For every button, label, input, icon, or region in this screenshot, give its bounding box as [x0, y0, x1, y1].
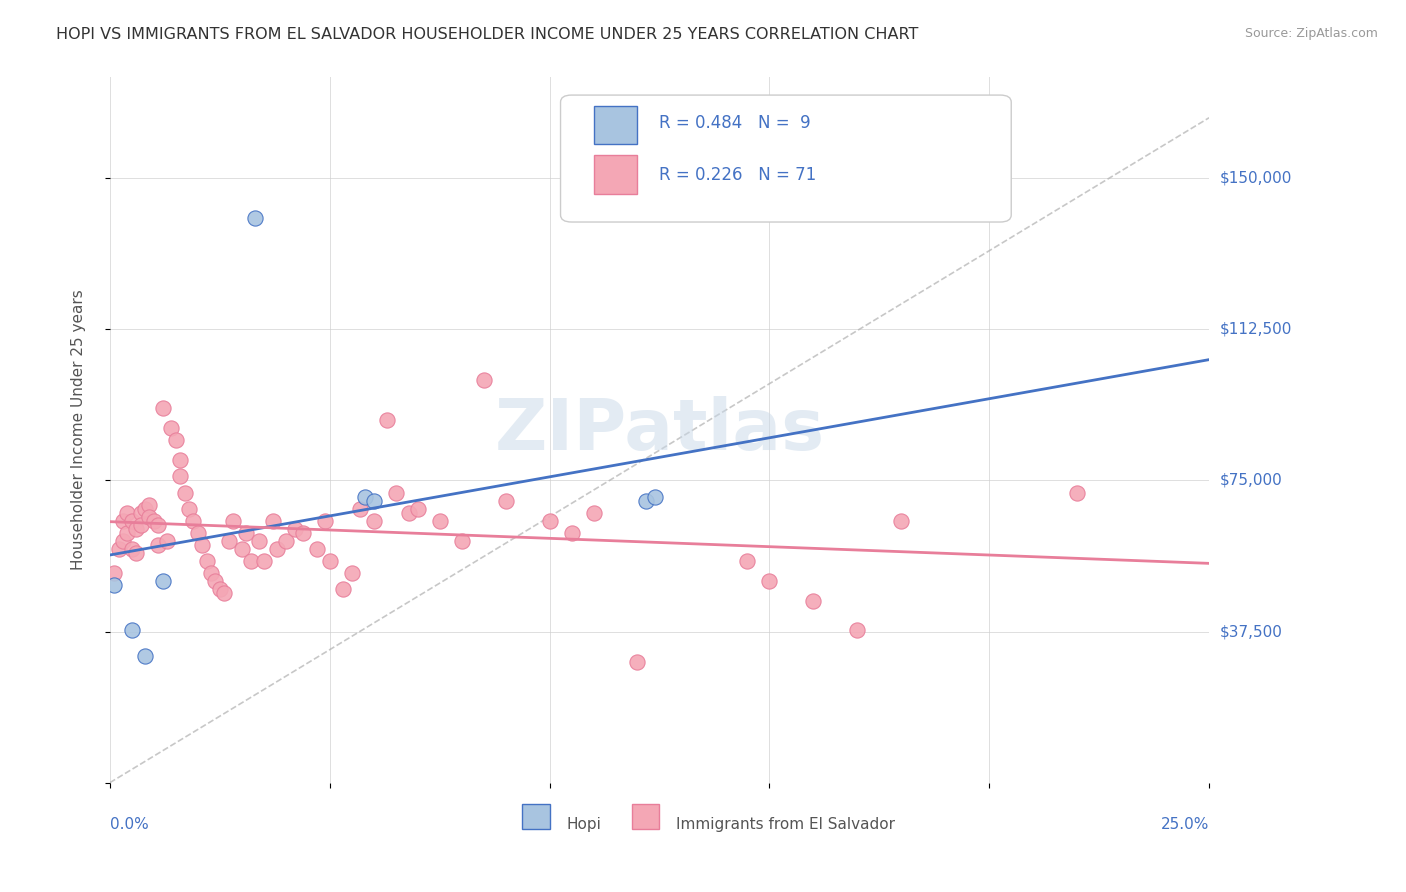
Point — [183, 514, 205, 528]
Point — [121, 514, 143, 528]
Point — [472, 373, 495, 387]
Text: HOPI VS IMMIGRANTS FROM EL SALVADOR HOUSEHOLDER INCOME UNDER 25 YEARS CORRELATIO: HOPI VS IMMIGRANTS FROM EL SALVADOR HOUS… — [56, 27, 918, 42]
Y-axis label: Householder Income Under 25 years: Householder Income Under 25 years — [72, 290, 86, 570]
Text: Source: ZipAtlas.com: Source: ZipAtlas.com — [1244, 27, 1378, 40]
Point — [737, 554, 759, 568]
Text: Immigrants from El Salvador: Immigrants from El Salvador — [676, 816, 896, 831]
Point — [117, 525, 139, 540]
Point — [495, 493, 517, 508]
Point — [129, 506, 152, 520]
FancyBboxPatch shape — [593, 155, 637, 194]
Point — [349, 501, 371, 516]
Point — [375, 413, 398, 427]
Point — [152, 574, 174, 589]
Text: 25.0%: 25.0% — [1161, 817, 1209, 832]
Point — [121, 541, 143, 556]
Text: $37,500: $37,500 — [1220, 624, 1284, 639]
Point — [138, 509, 160, 524]
Point — [103, 578, 125, 592]
Point — [134, 648, 156, 663]
Point — [283, 522, 305, 536]
Point — [266, 541, 288, 556]
Point — [274, 533, 297, 548]
Point — [218, 533, 240, 548]
Point — [235, 525, 257, 540]
Point — [846, 623, 869, 637]
Point — [247, 533, 270, 548]
Point — [177, 501, 200, 516]
Point — [262, 514, 284, 528]
Point — [169, 469, 191, 483]
Point — [354, 490, 377, 504]
Point — [112, 533, 135, 548]
Point — [195, 554, 218, 568]
Point — [314, 514, 336, 528]
Point — [231, 541, 253, 556]
Point — [318, 554, 340, 568]
Point — [363, 493, 385, 508]
Point — [152, 401, 174, 415]
Point — [801, 594, 824, 608]
Point — [142, 514, 165, 528]
Point — [165, 433, 187, 447]
Point — [253, 554, 276, 568]
FancyBboxPatch shape — [561, 95, 1011, 222]
Point — [121, 623, 143, 637]
Point — [212, 586, 235, 600]
Point — [160, 421, 183, 435]
Point — [398, 506, 420, 520]
Point — [538, 514, 561, 528]
Point — [626, 655, 648, 669]
FancyBboxPatch shape — [631, 804, 659, 829]
Point — [138, 498, 160, 512]
Point — [644, 490, 666, 504]
Point — [560, 525, 582, 540]
Text: $150,000: $150,000 — [1220, 170, 1292, 186]
Point — [340, 566, 363, 581]
Point — [243, 211, 266, 226]
Point — [758, 574, 780, 589]
Point — [384, 485, 406, 500]
Text: $112,500: $112,500 — [1220, 322, 1292, 337]
Point — [134, 501, 156, 516]
Text: $75,000: $75,000 — [1220, 473, 1282, 488]
Point — [890, 514, 912, 528]
Point — [636, 493, 658, 508]
Text: Hopi: Hopi — [567, 816, 600, 831]
Point — [429, 514, 451, 528]
Point — [191, 538, 214, 552]
Point — [169, 453, 191, 467]
Point — [125, 522, 148, 536]
Point — [208, 582, 231, 597]
Point — [332, 582, 354, 597]
Point — [107, 541, 129, 556]
Point — [305, 541, 328, 556]
Point — [156, 533, 179, 548]
FancyBboxPatch shape — [593, 105, 637, 145]
Point — [125, 546, 148, 560]
Point — [222, 514, 245, 528]
Point — [148, 517, 170, 532]
Point — [204, 574, 226, 589]
Point — [148, 538, 170, 552]
Point — [406, 501, 429, 516]
Point — [582, 506, 605, 520]
Point — [363, 514, 385, 528]
Point — [239, 554, 262, 568]
FancyBboxPatch shape — [522, 804, 550, 829]
Point — [117, 506, 139, 520]
Point — [1066, 485, 1088, 500]
Point — [103, 566, 125, 581]
Point — [187, 525, 209, 540]
Text: ZIPatlas: ZIPatlas — [495, 395, 824, 465]
Text: 0.0%: 0.0% — [110, 817, 149, 832]
Text: R = 0.226   N = 71: R = 0.226 N = 71 — [659, 166, 817, 184]
Point — [129, 517, 152, 532]
Point — [450, 533, 472, 548]
Point — [200, 566, 222, 581]
Point — [112, 514, 135, 528]
Text: R = 0.484   N =  9: R = 0.484 N = 9 — [659, 114, 811, 132]
Point — [292, 525, 315, 540]
Point — [173, 485, 195, 500]
